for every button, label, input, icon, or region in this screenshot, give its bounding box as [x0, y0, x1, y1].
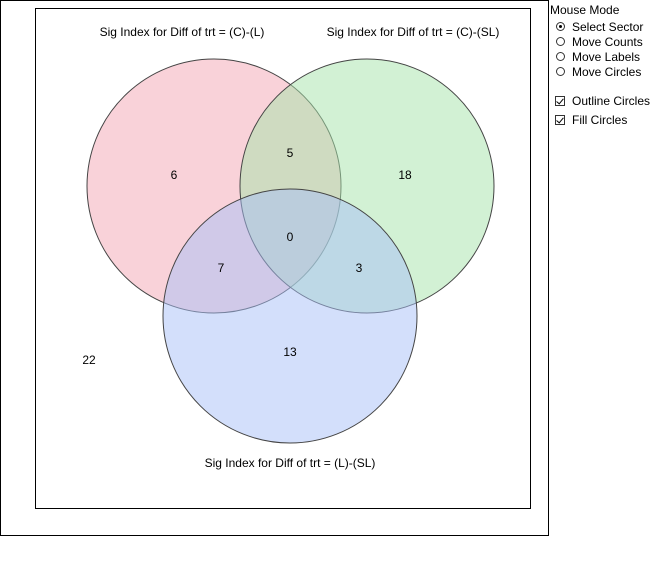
mouse-mode-title: Mouse Mode [550, 3, 620, 17]
option-outline-circles-label: Outline Circles [572, 93, 650, 108]
option-fill-circles[interactable]: Fill Circles [555, 112, 627, 127]
mode-move-circles[interactable]: Move Circles [556, 64, 641, 79]
venn-diagram[interactable]: Sig Index for Diff of trt = (C)-(L) Sig … [0, 0, 549, 536]
plot-area-frame [35, 8, 531, 509]
mode-select-sector[interactable]: Select Sector [556, 19, 643, 34]
mode-move-labels[interactable]: Move Labels [556, 49, 640, 64]
mode-move-circles-label: Move Circles [572, 64, 642, 79]
count-a-only[interactable]: 6 [171, 168, 178, 182]
radio-move-circles[interactable] [556, 67, 565, 76]
mode-select-sector-label: Select Sector [572, 19, 644, 34]
circle-set-c[interactable] [162, 188, 418, 444]
mode-move-counts-label: Move Counts [572, 34, 643, 49]
radio-move-counts[interactable] [556, 37, 565, 46]
checkbox-outline-circles[interactable] [555, 95, 565, 106]
count-outside[interactable]: 22 [82, 353, 96, 367]
checkbox-fill-circles[interactable] [555, 114, 565, 125]
label-set-b[interactable]: Sig Index for Diff of trt = (C)-(SL) [327, 25, 500, 39]
radio-move-labels[interactable] [556, 52, 565, 61]
count-b-only[interactable]: 18 [398, 168, 412, 182]
option-fill-circles-label: Fill Circles [572, 112, 628, 127]
count-a-and-b[interactable]: 5 [287, 146, 294, 160]
radio-select-sector[interactable] [556, 22, 565, 31]
mode-move-labels-label: Move Labels [572, 49, 641, 64]
count-a-and-c[interactable]: 7 [218, 261, 225, 275]
option-outline-circles[interactable]: Outline Circles [555, 93, 650, 108]
label-set-c[interactable]: Sig Index for Diff of trt = (L)-(SL) [205, 456, 376, 470]
count-b-and-c[interactable]: 3 [356, 261, 363, 275]
count-a-b-c[interactable]: 0 [287, 230, 294, 244]
label-set-a[interactable]: Sig Index for Diff of trt = (C)-(L) [100, 25, 265, 39]
mode-move-counts[interactable]: Move Counts [556, 34, 643, 49]
count-c-only[interactable]: 13 [283, 345, 297, 359]
